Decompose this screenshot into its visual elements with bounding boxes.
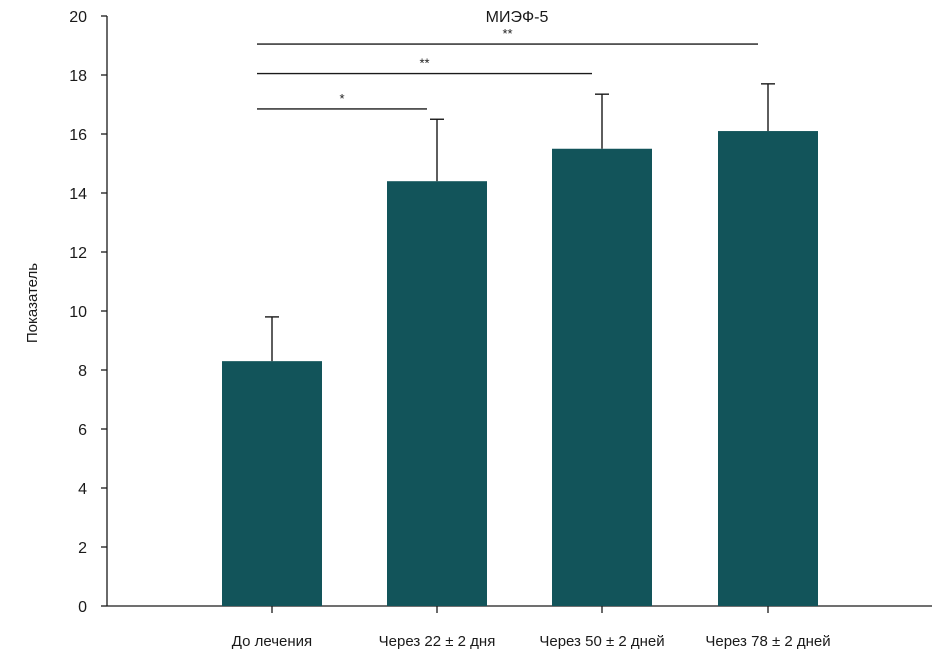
y-tick-label: 16 [69,127,87,144]
significance-brackets: ***** [257,26,758,110]
y-tick-label: 8 [78,363,87,380]
bar [718,131,818,607]
y-tick-label: 10 [69,304,87,321]
y-tick-label: 2 [78,540,87,557]
bar [222,361,322,606]
x-tick-label: Через 78 ± 2 дней [705,633,830,650]
y-axis-label: Показатель [24,263,41,343]
y-tick-label: 12 [69,245,87,262]
significance-label: * [339,91,344,106]
y-tick-label: 6 [78,422,87,439]
x-tick-label: Через 22 ± 2 дня [379,633,496,650]
y-tick-label: 18 [69,68,87,85]
chart-title: МИЭФ-5 [486,9,549,26]
error-bars [265,83,775,362]
y-ticks: 0 2 4 6 8 10 12 14 16 18 20 [69,9,107,616]
y-tick-label: 4 [78,481,87,498]
bar [552,148,652,606]
x-tick-label: До лечения [232,633,312,650]
y-tick-label: 20 [69,9,87,26]
y-tick-label: 0 [78,599,87,616]
bar [387,181,487,606]
x-tick-label: Через 50 ± 2 дней [539,633,664,650]
x-ticks: До лечения Через 22 ± 2 дня Через 50 ± 2 д… [232,606,831,650]
y-tick-label: 14 [69,186,87,203]
bars [222,131,818,607]
significance-label: ** [502,26,512,41]
significance-label: ** [419,56,429,71]
